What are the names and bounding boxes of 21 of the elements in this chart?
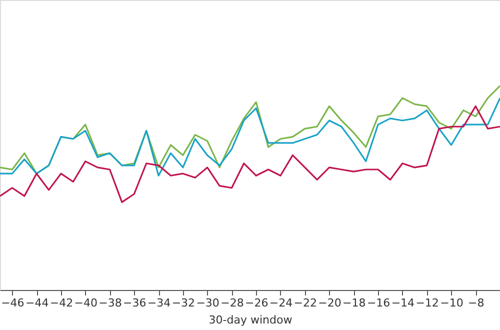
x-tick-label: −38 xyxy=(98,296,122,310)
x-tick-label: −46 xyxy=(1,296,24,310)
x-tick-label: −18 xyxy=(342,296,366,310)
x-tick-label: −32 xyxy=(172,296,196,310)
x-tick-label: −14 xyxy=(391,296,415,310)
x-tick-label: −26 xyxy=(244,296,268,310)
x-tick-label: −24 xyxy=(269,296,293,310)
x-tick-label: −10 xyxy=(440,296,464,310)
x-tick-label: −16 xyxy=(366,296,390,310)
x-tick-label: −8 xyxy=(468,296,484,310)
x-tick-label: −22 xyxy=(294,296,317,310)
x-tick-label: −30 xyxy=(196,296,220,310)
x-tick-label: −34 xyxy=(147,296,171,310)
x-tick-label: −40 xyxy=(74,296,98,310)
x-tick-label: −12 xyxy=(416,296,439,310)
x-tick-label: −42 xyxy=(50,296,74,310)
x-tick-label: −36 xyxy=(123,296,146,310)
x-tick-label: −44 xyxy=(25,296,49,310)
x-axis-title: 30-day window xyxy=(208,314,292,326)
x-tick-label: −28 xyxy=(220,296,244,310)
x-tick-label: −20 xyxy=(318,296,342,310)
